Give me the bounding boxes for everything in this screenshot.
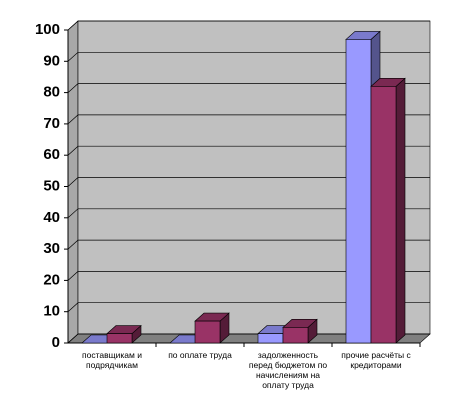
grid-line xyxy=(67,177,430,187)
grid-line xyxy=(67,239,430,250)
y-tick-label: 10 xyxy=(43,303,60,320)
y-tick-label: 70 xyxy=(43,115,60,132)
bar xyxy=(370,86,397,344)
grid-line xyxy=(67,302,430,312)
y-tick-label: 80 xyxy=(43,84,60,101)
bar xyxy=(282,327,309,344)
grid-line xyxy=(67,20,430,31)
grid-line xyxy=(67,51,430,62)
y-tick-label: 50 xyxy=(43,177,60,194)
x-tick-label: поставщикам и подрядчикам xyxy=(82,350,142,370)
y-tick-label: 90 xyxy=(43,52,60,69)
grid-line xyxy=(67,271,430,281)
y-tick-label: 20 xyxy=(43,271,60,288)
grid-line xyxy=(67,114,430,125)
bar xyxy=(106,333,133,344)
grid-line xyxy=(67,208,430,219)
x-tick-label: по оплате труда xyxy=(168,350,232,360)
bar xyxy=(345,39,372,344)
y-tick-label: 100 xyxy=(35,21,60,38)
bar xyxy=(257,333,284,344)
bar xyxy=(194,320,221,344)
x-tick-label: прочие расчёты с кредиторами xyxy=(341,350,411,370)
bar-side xyxy=(395,77,406,344)
grid-line xyxy=(67,145,430,156)
y-tick-label: 0 xyxy=(52,334,60,351)
y-tick-label: 40 xyxy=(43,209,60,226)
x-tick-label: задолженность перед бюджетом по начислен… xyxy=(248,350,328,390)
y-tick-label: 30 xyxy=(43,240,60,257)
y-tick-label: 60 xyxy=(43,146,60,163)
grid-line xyxy=(67,83,430,93)
